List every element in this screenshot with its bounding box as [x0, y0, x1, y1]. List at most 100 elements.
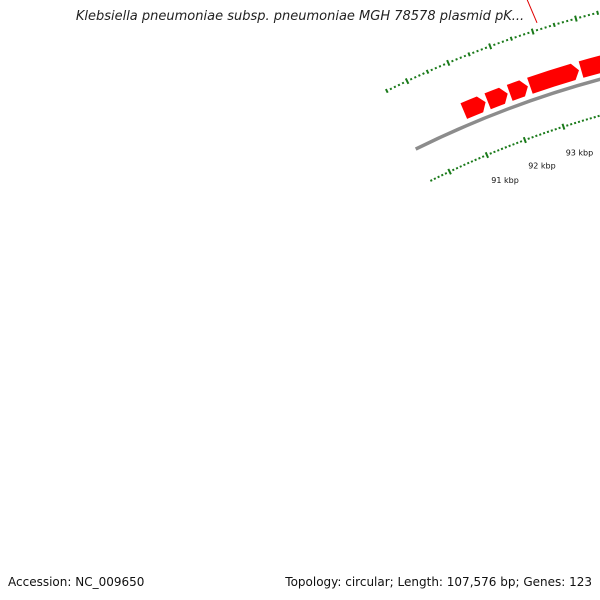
- outer-tick: [451, 59, 454, 63]
- inner-tick: [561, 123, 566, 130]
- gene-arrow-2: [506, 80, 528, 101]
- outer-tick: [518, 34, 522, 38]
- outer-tick: [497, 41, 500, 45]
- gene-labels: traHtraGtraStraTKPN_pKPN4p07157traD: [526, 0, 538, 23]
- inner-tick: [496, 149, 500, 152]
- inner-tick: [493, 150, 496, 154]
- outer-tick: [488, 43, 493, 50]
- outer-tick: [422, 72, 425, 75]
- outer-tick: [480, 48, 484, 51]
- outer-tick: [574, 15, 578, 22]
- outer-tick: [446, 59, 451, 66]
- inner-tick: [429, 179, 433, 182]
- inner-tick: [451, 168, 455, 172]
- inner-tick: [478, 156, 481, 160]
- inner-tick: [474, 158, 477, 162]
- outer-tick: [484, 46, 488, 50]
- inner-tick: [463, 163, 466, 167]
- outer-tick: [530, 28, 535, 35]
- outer-tick: [417, 74, 421, 77]
- outer-tick: [596, 10, 600, 16]
- outer-tick: [540, 27, 543, 31]
- outer-tick: [565, 19, 569, 23]
- outer-tick: [430, 68, 434, 72]
- outer-tick: [471, 51, 475, 55]
- outer-tick: [459, 56, 463, 59]
- inner-tick: [554, 127, 557, 131]
- backbone-ring: [414, 77, 600, 151]
- inner-tick: [577, 120, 581, 124]
- inner-tick: [527, 137, 530, 140]
- outer-tick: [557, 22, 560, 25]
- outer-tick: [476, 49, 479, 53]
- inner-tick: [512, 143, 515, 146]
- outer-tick: [467, 52, 471, 57]
- inner-tick: [581, 119, 585, 122]
- scale-label: 92 kbp: [528, 161, 556, 170]
- scale-label: 91 kbp: [491, 176, 519, 185]
- outer-tick: [442, 63, 446, 66]
- gene-track: [460, 55, 600, 119]
- outer-tick: [583, 15, 586, 18]
- outer-tick: [389, 87, 393, 91]
- outer-tick: [413, 75, 417, 79]
- inner-tick: [481, 155, 485, 158]
- outer-tick: [578, 16, 582, 19]
- inner-tick: [470, 160, 474, 163]
- inner-tick: [558, 126, 561, 130]
- inner-tick: [535, 134, 538, 138]
- outer-tick: [587, 13, 591, 17]
- inner-tick: [597, 114, 600, 118]
- inner-tick: [455, 166, 459, 170]
- inner-tick: [538, 133, 542, 136]
- outer-tick: [570, 18, 573, 22]
- outer-tick: [397, 83, 401, 87]
- inner-tick: [522, 136, 527, 144]
- outer-tick: [505, 38, 509, 42]
- inner-tick: [569, 122, 573, 126]
- inner-tick: [437, 175, 440, 179]
- gene-arrow-3: [527, 63, 579, 94]
- inner-tick: [500, 147, 504, 151]
- inner-tick: [550, 129, 554, 132]
- outer-tick: [434, 66, 438, 70]
- gene-arrow-4: [578, 55, 600, 78]
- outer-tick: [401, 81, 405, 85]
- backbone-arc: [414, 77, 600, 151]
- gene-arrow-1: [484, 87, 508, 110]
- inner-tick: [589, 117, 592, 120]
- outer-tick: [385, 88, 389, 94]
- outer-tick: [463, 54, 467, 58]
- inner-tick-ring: [429, 114, 600, 182]
- outer-tick: [548, 24, 552, 28]
- outer-tick: [501, 40, 505, 43]
- inner-tick: [440, 173, 444, 177]
- inner-tick: [531, 135, 534, 139]
- inner-tick: [433, 177, 437, 181]
- outer-tick: [561, 21, 565, 24]
- outer-tick: [404, 77, 410, 85]
- outer-tick: [509, 36, 513, 41]
- inner-tick: [447, 168, 452, 175]
- inner-tick: [546, 130, 550, 134]
- inner-tick: [459, 165, 463, 168]
- inner-tick: [573, 121, 577, 125]
- inner-tick: [566, 124, 569, 127]
- outer-tick: [514, 35, 517, 39]
- outer-tick-ring: [385, 10, 600, 94]
- accession-text: Accession: NC_009650: [8, 575, 145, 589]
- inner-tick: [542, 131, 546, 135]
- inner-tick: [484, 151, 490, 159]
- label-leader-line: [526, 0, 538, 23]
- outer-tick: [527, 31, 530, 35]
- inner-tick: [515, 141, 519, 145]
- inner-tick: [585, 118, 589, 121]
- outer-tick: [438, 65, 442, 68]
- inner-tick: [504, 146, 508, 149]
- outer-tick: [592, 12, 595, 16]
- gene-arrow-0: [460, 96, 486, 119]
- outer-tick: [493, 43, 496, 47]
